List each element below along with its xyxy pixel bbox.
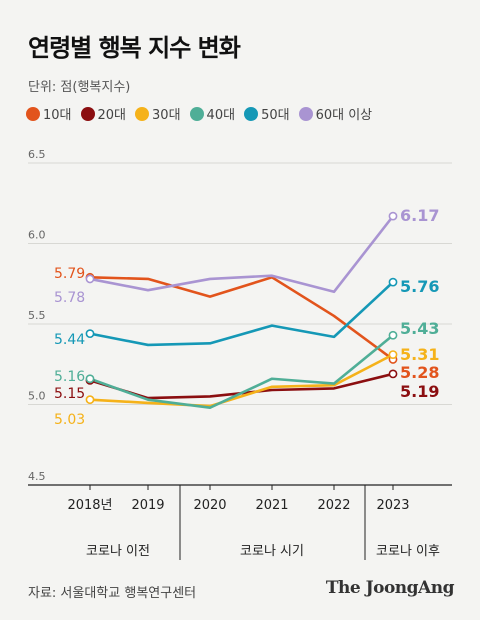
data-point bbox=[85, 395, 95, 405]
y-tick-label: 6.5 bbox=[28, 148, 46, 161]
legend-label: 50대 bbox=[261, 108, 290, 123]
end-value-label: 5.31 bbox=[400, 345, 439, 364]
y-tick-label: 6.0 bbox=[28, 229, 46, 242]
data-point bbox=[388, 330, 398, 340]
source-note: 자료: 서울대학교 행복연구센터 bbox=[28, 586, 197, 601]
data-point bbox=[85, 374, 95, 384]
legend-label: 20대 bbox=[97, 108, 127, 123]
legend-swatch bbox=[298, 106, 313, 121]
x-tick-label: 2022 bbox=[317, 498, 350, 513]
chart-title: 연령별 행복 지수 변화 bbox=[28, 34, 241, 62]
end-value-label: 6.17 bbox=[400, 206, 439, 225]
data-point bbox=[388, 350, 398, 359]
legend-item-2: 30대 bbox=[135, 104, 181, 123]
x-tick-label: 2018년 bbox=[67, 498, 112, 513]
legend-swatch bbox=[26, 106, 40, 121]
data-point bbox=[388, 277, 398, 287]
end-value-label: 5.76 bbox=[400, 277, 439, 296]
x-tick-label: 2021 bbox=[255, 498, 288, 513]
data-point bbox=[85, 274, 95, 284]
start-value-label: 5.15 bbox=[54, 386, 85, 402]
legend-item-5: 60대 이상 bbox=[298, 104, 373, 123]
legend: 10대 20대 30대 40대 50대 60대 이상 bbox=[26, 104, 372, 123]
period-label: 코로나 이후 bbox=[376, 544, 440, 559]
end-value-label: 5.28 bbox=[400, 363, 439, 382]
legend-swatch bbox=[244, 106, 259, 121]
y-tick-label: 5.5 bbox=[28, 309, 46, 322]
period-label: 코로나 시기 bbox=[240, 544, 304, 559]
x-tick-label: 2023 bbox=[376, 498, 409, 513]
brand-logo: The JoongAng bbox=[325, 578, 455, 598]
start-value-label: 5.79 bbox=[54, 266, 85, 282]
data-point bbox=[85, 329, 95, 339]
legend-item-1: 20대 bbox=[80, 104, 127, 123]
x-tick-label: 2020 bbox=[193, 498, 226, 513]
end-value-label: 5.43 bbox=[400, 319, 439, 338]
legend-swatch bbox=[135, 106, 150, 121]
legend-label: 30대 bbox=[152, 108, 181, 123]
legend-item-4: 50대 bbox=[244, 104, 290, 123]
legend-item-0: 10대 bbox=[26, 104, 72, 123]
legend-swatch bbox=[80, 106, 95, 121]
legend-swatch bbox=[189, 106, 204, 121]
start-value-label: 5.16 bbox=[54, 369, 85, 385]
data-point bbox=[388, 369, 398, 379]
start-value-label: 5.44 bbox=[54, 332, 85, 348]
legend-item-3: 40대 bbox=[189, 104, 236, 123]
series-line-2 bbox=[89, 353, 394, 408]
start-value-label: 5.78 bbox=[54, 290, 85, 306]
series-line-3 bbox=[89, 334, 394, 410]
period-label: 코로나 이전 bbox=[86, 544, 150, 559]
x-tick-label: 2019 bbox=[131, 498, 164, 513]
data-point bbox=[388, 211, 398, 221]
unit-label: 단위: 점(행복지수) bbox=[28, 80, 131, 95]
end-value-label: 5.19 bbox=[400, 382, 439, 401]
legend-label: 40대 bbox=[206, 108, 236, 123]
series-line-5 bbox=[89, 215, 395, 294]
legend-label: 60대 이상 bbox=[315, 108, 373, 123]
y-tick-label: 5.0 bbox=[28, 390, 46, 403]
legend-label: 10대 bbox=[43, 108, 72, 123]
series-line-0 bbox=[89, 276, 394, 361]
y-tick-label: 4.5 bbox=[28, 470, 46, 483]
series-line-4 bbox=[89, 281, 394, 347]
start-value-label: 5.03 bbox=[54, 412, 85, 428]
